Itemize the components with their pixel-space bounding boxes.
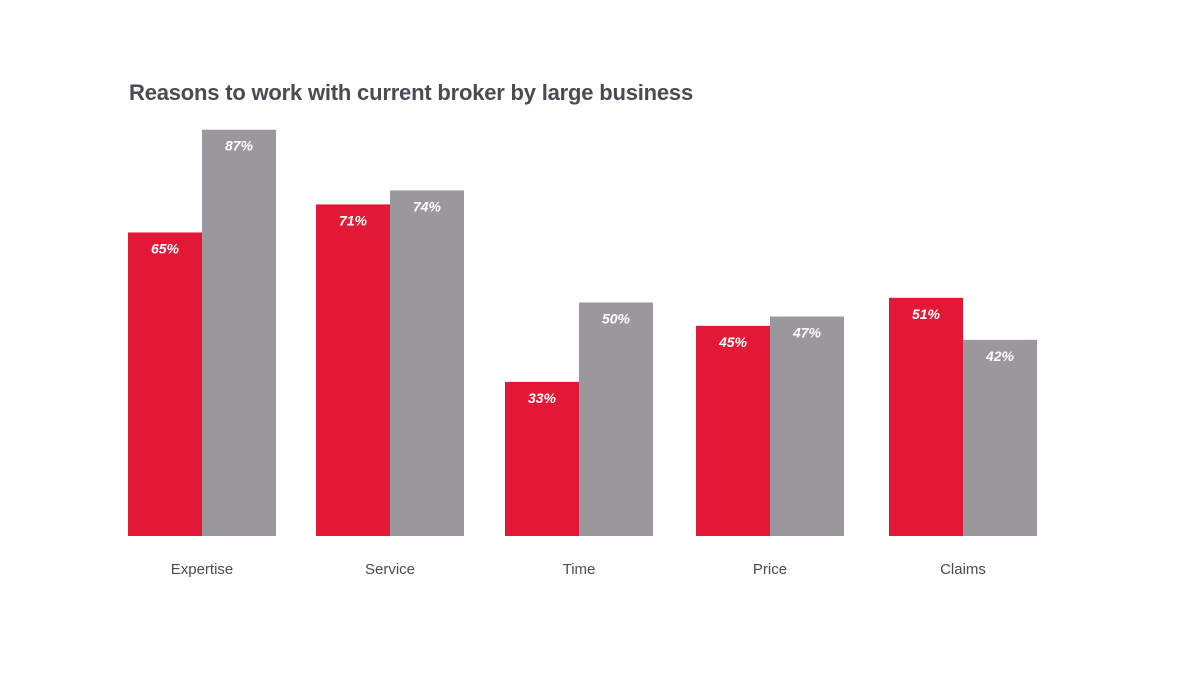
bar-service-series1 — [316, 204, 390, 536]
data-label-time-series1: 33% — [528, 390, 557, 406]
bar-service-series2 — [390, 190, 464, 537]
bar-expertise-series1 — [128, 232, 202, 536]
bar-time-series1 — [505, 381, 579, 536]
bar-time-series2 — [579, 302, 653, 536]
data-label-price-series2: 47% — [792, 325, 822, 341]
data-label-service-series2: 74% — [413, 198, 442, 214]
chart-title: Reasons to work with current broker by l… — [129, 80, 693, 105]
data-label-claims-series1: 51% — [912, 306, 941, 322]
category-label-service: Service — [365, 561, 415, 578]
bar-expertise-series2 — [202, 129, 276, 536]
bar-price-series2 — [770, 316, 844, 536]
data-label-expertise-series1: 65% — [151, 240, 180, 256]
bar-claims-series2 — [963, 339, 1037, 536]
category-label-expertise: Expertise — [171, 561, 234, 578]
category-label-price: Price — [753, 561, 787, 578]
data-label-price-series1: 45% — [718, 334, 748, 350]
bar-price-series1 — [696, 325, 770, 536]
category-label-time: Time — [563, 561, 596, 578]
data-label-claims-series2: 42% — [985, 348, 1015, 364]
data-label-service-series1: 71% — [339, 212, 368, 228]
bar-claims-series1 — [889, 297, 963, 536]
data-label-expertise-series2: 87% — [225, 138, 254, 154]
data-label-time-series2: 50% — [602, 311, 631, 327]
category-label-claims: Claims — [940, 561, 986, 578]
